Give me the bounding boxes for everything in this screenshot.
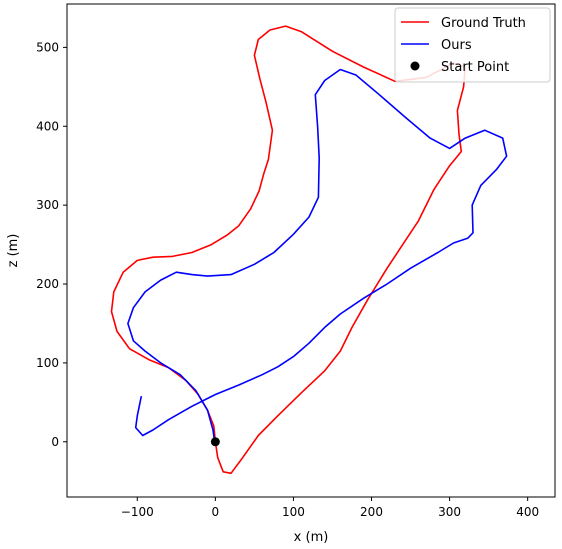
legend-label-1: Ours [441,38,472,53]
marker-layer [210,437,220,447]
legend: Ground Truth Ours Start Point [394,7,551,83]
y-tick-label: 200 [36,277,59,291]
y-tick-label: 500 [36,40,59,54]
legend-label-2: Start Point [441,60,509,75]
x-ticks: −100 0 100 200 300 400 [121,497,539,519]
y-tick-label: 0 [51,435,59,449]
series-layer [110,25,508,475]
legend-label-0: Ground Truth [441,16,526,31]
x-tick-label: 100 [282,505,305,519]
x-axis-label: x (m) [294,530,329,545]
legend-box [394,7,551,83]
y-tick-label: 400 [36,119,59,133]
x-tick-label: 0 [212,505,220,519]
series-line-1 [127,68,508,443]
x-tick-label: 200 [360,505,383,519]
y-axis-label: z (m) [6,234,21,268]
y-tick-label: 100 [36,356,59,370]
legend-items: Ground Truth Ours Start Point [401,16,526,75]
y-tick-label: 300 [36,198,59,212]
legend-swatch-2 [410,61,420,71]
y-ticks: 0 100 200 300 400 500 [36,40,67,449]
series-line-0 [110,25,466,475]
start-point-marker [210,437,220,447]
x-tick-label: 400 [516,505,539,519]
x-tick-label: −100 [121,505,154,519]
x-tick-label: 300 [438,505,461,519]
plot-frame [66,3,556,498]
